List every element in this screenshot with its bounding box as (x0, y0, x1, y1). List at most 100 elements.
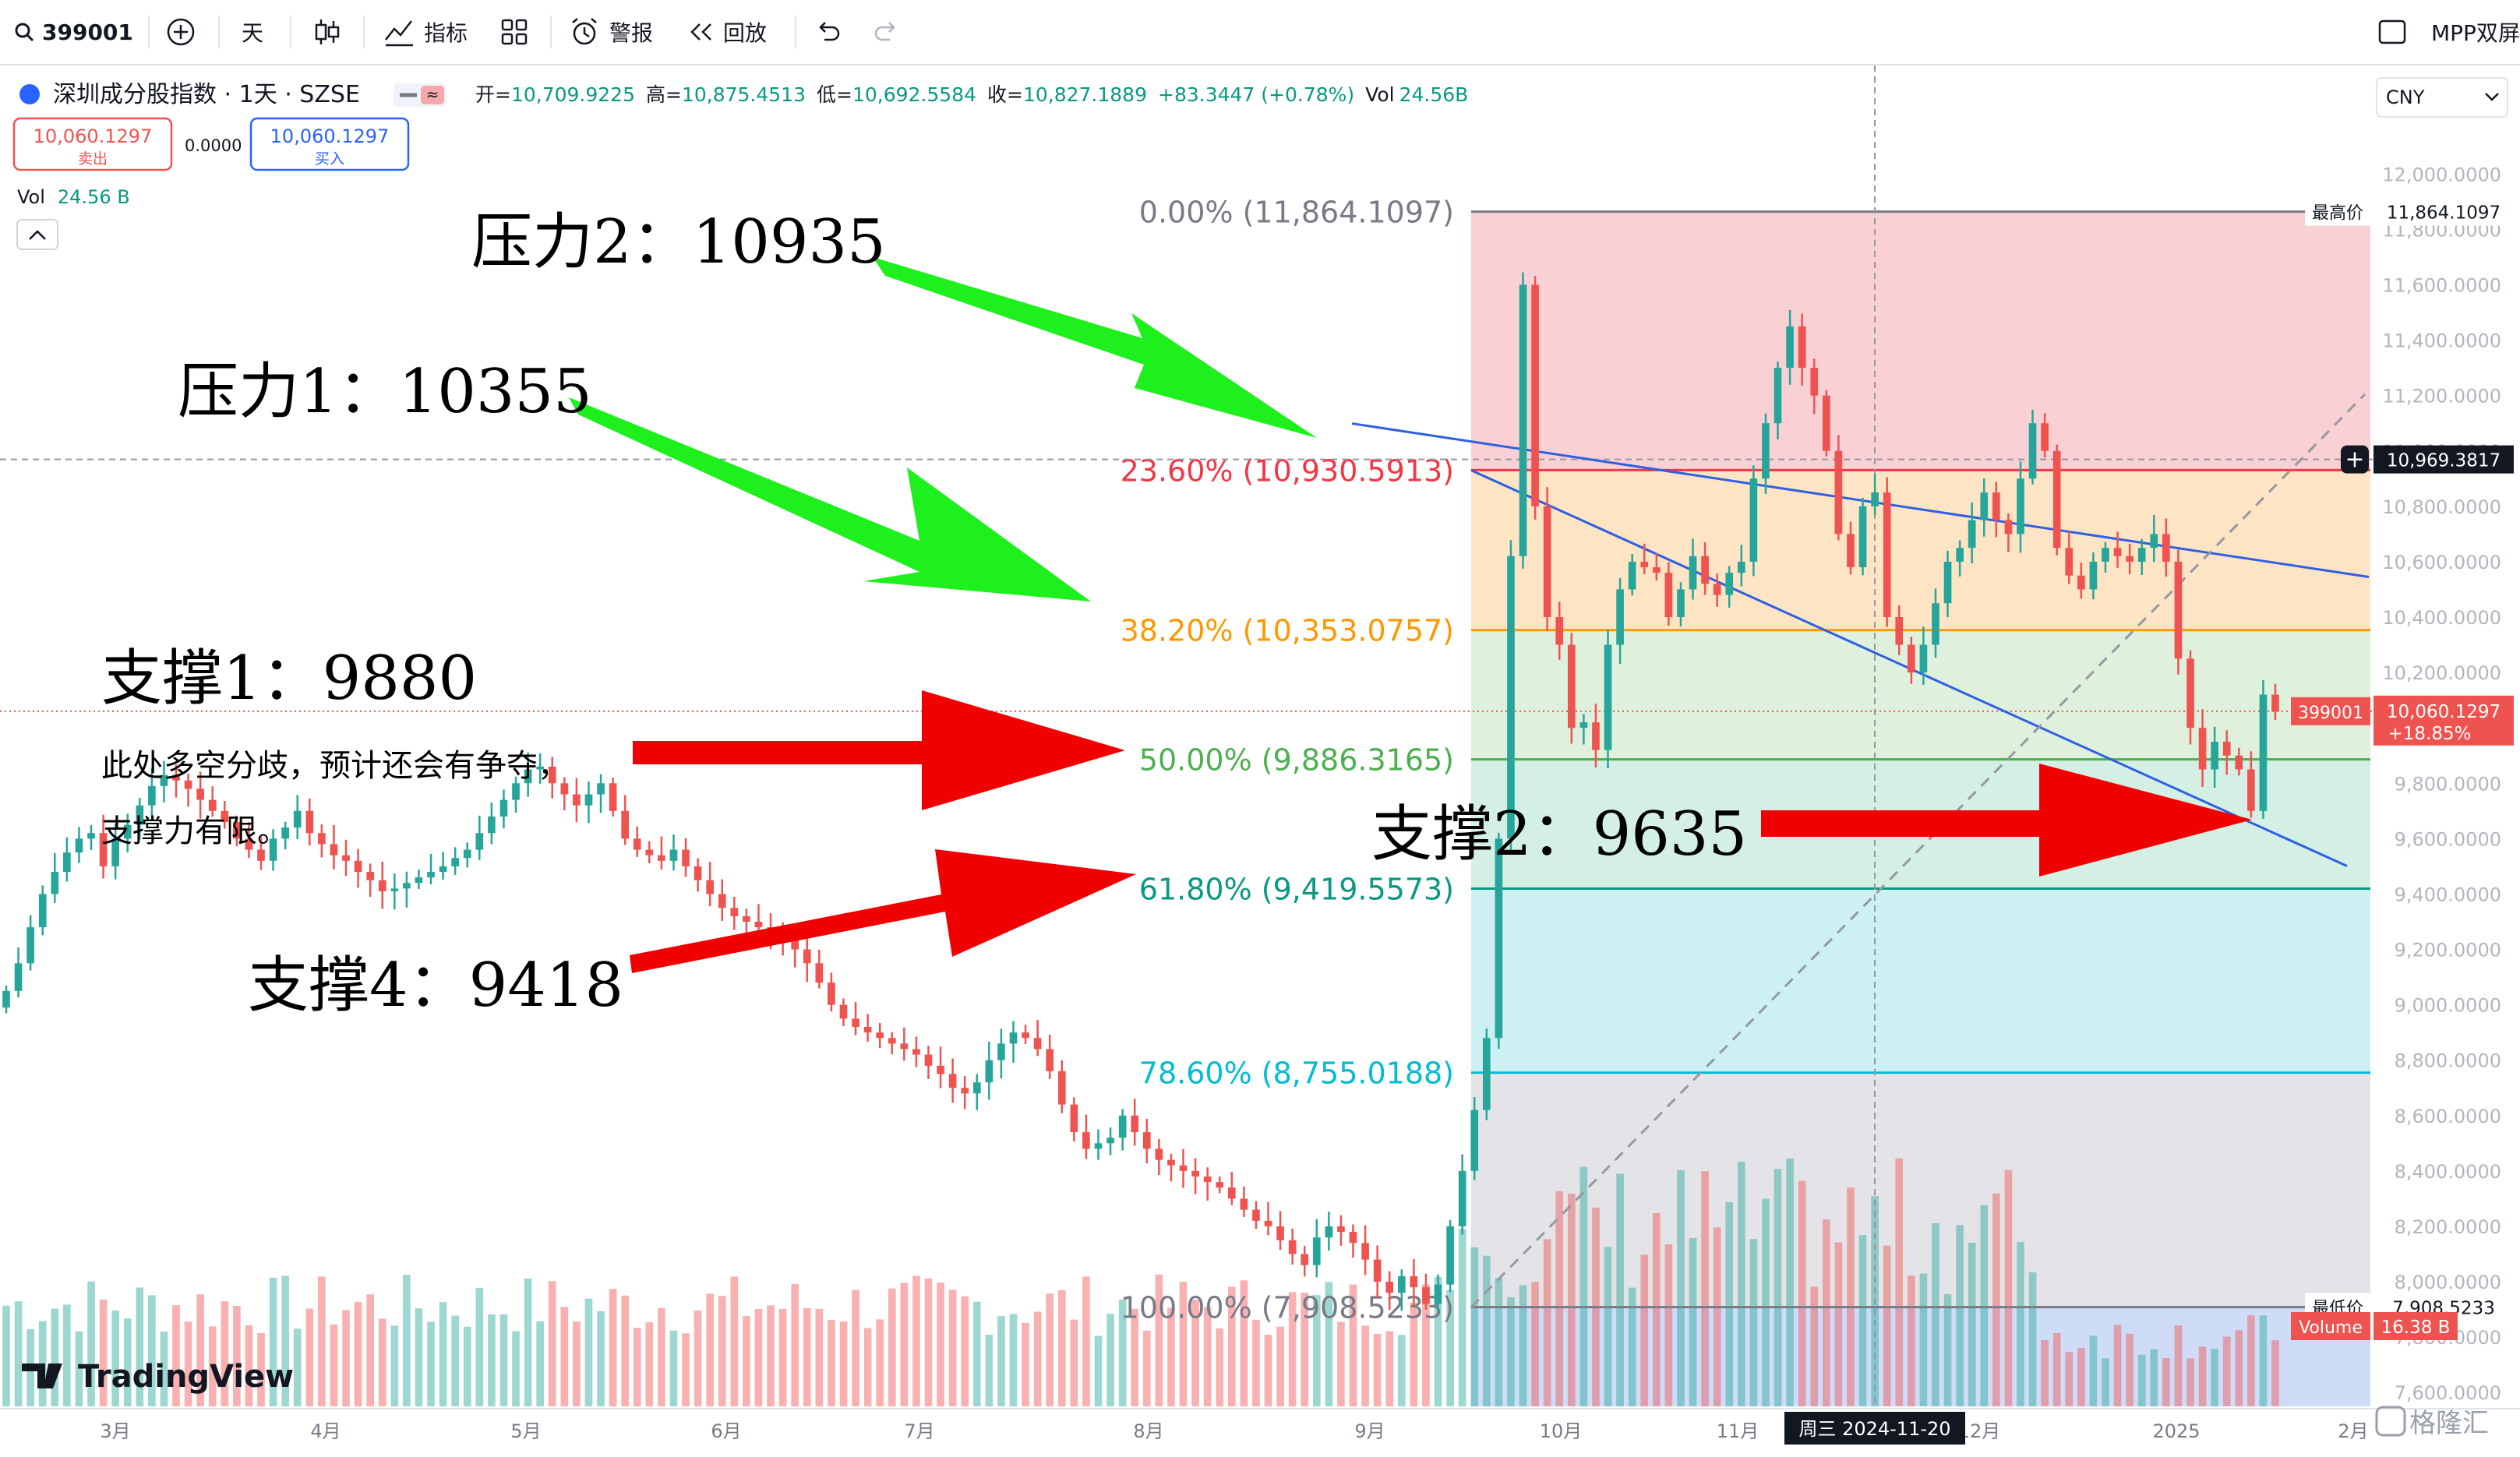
toolbar-divider (363, 16, 365, 48)
candle-body (924, 1054, 933, 1066)
volume-bar (1022, 1322, 1029, 1406)
volume-bar (839, 1321, 848, 1406)
candle-body (597, 783, 605, 795)
sell-button[interactable] (12, 117, 173, 171)
candle-body (876, 1032, 884, 1039)
buy-label: 买入 (315, 150, 344, 168)
replay-label: 回放 (723, 20, 768, 46)
symbol-search[interactable]: 399001 (14, 0, 133, 64)
candle-body (1640, 561, 1649, 568)
candle-body (1397, 1275, 1406, 1293)
volume-bar (985, 1335, 994, 1406)
volume-bar (366, 1294, 374, 1406)
candle-body (1434, 1284, 1442, 1304)
candle-body (2102, 548, 2109, 562)
candle-body (318, 833, 326, 845)
grid-icon (501, 19, 528, 45)
candle-body (63, 852, 71, 873)
interval-button[interactable]: 天 (242, 0, 263, 64)
ohlc-row: 开=10,709.9225 高=10,875.4513 低=10,692.5584 收… (475, 83, 1468, 106)
replay-button[interactable]: 回放 (686, 0, 767, 64)
y-tick-label: 8,400.0000 (2395, 1161, 2501, 1183)
candle-body (2004, 520, 2013, 534)
plus-icon: + (2345, 446, 2364, 474)
volume-bar (573, 1321, 581, 1406)
volume-bar (403, 1275, 411, 1406)
volume-bar (160, 1331, 168, 1406)
x-tick-label: 7月 (904, 1420, 934, 1442)
volume-bar (2, 1305, 10, 1406)
volume-bar (184, 1321, 192, 1406)
redo-button[interactable] (871, 0, 910, 64)
collapse-legend-button[interactable] (16, 219, 58, 250)
candle-body (536, 766, 545, 770)
add-alert-button (2341, 445, 2369, 474)
price-chart[interactable]: 0.00% (11,864.1097)23.60% (10,930.5913)3… (0, 65, 2520, 1457)
candle-body (1908, 644, 1915, 673)
alert-button[interactable]: 警报 (569, 0, 653, 64)
candle-body (499, 799, 508, 817)
candle-body (1337, 1226, 1345, 1233)
candle-body (87, 833, 95, 839)
candle-body (1203, 1176, 1212, 1183)
candle-body (403, 883, 411, 889)
candle-body (1616, 589, 1624, 645)
candle-body (1276, 1226, 1284, 1240)
volume-bar (2089, 1335, 2098, 1406)
volume-bar (1288, 1292, 1297, 1406)
volume-bar (1810, 1286, 1819, 1406)
candle-body (912, 1049, 920, 1055)
candle-body (633, 838, 641, 850)
candle-body (584, 794, 593, 806)
y-tick-label: 9,200.0000 (2395, 940, 2501, 961)
volume-bar (463, 1326, 471, 1406)
support1-label: 支撑1：9880 (101, 644, 478, 714)
volume-bar (1507, 1296, 1515, 1406)
volume-bar (1834, 1242, 1843, 1406)
buy-button[interactable] (249, 117, 410, 171)
y-tick-label: 8,600.0000 (2395, 1106, 2501, 1127)
trend-line (1470, 393, 2366, 1308)
candle-body (2211, 741, 2218, 770)
volume-bar (1567, 1194, 1576, 1406)
candle-body (439, 866, 447, 873)
candle-body (2017, 478, 2024, 534)
compare-button[interactable] (165, 0, 204, 64)
volume-bar (208, 1326, 217, 1406)
volume-bar (1519, 1285, 1527, 1406)
volume-bar (948, 1289, 957, 1406)
x-tick-label: 2月 (2338, 1420, 2368, 1442)
candle-body (548, 766, 556, 784)
candle-body (2113, 548, 2122, 556)
candle-body (1482, 1038, 1491, 1110)
chart-type-button[interactable] (312, 0, 351, 64)
volume-bar (2162, 1358, 2170, 1406)
volume-bar (718, 1296, 726, 1406)
volume-bar (451, 1315, 459, 1406)
candle-body (1458, 1170, 1466, 1226)
candle-body (245, 838, 253, 850)
volume-bar (694, 1311, 702, 1406)
x-tick-label: 11月 (1717, 1420, 1759, 1442)
templates-button[interactable] (499, 0, 538, 64)
volume-bar (1252, 1319, 1260, 1406)
indicators-button[interactable]: 指标 (383, 0, 468, 64)
candle-body (99, 833, 108, 866)
volume-bar (828, 1319, 835, 1406)
dual-screen-toggle[interactable]: MPP双屏 (2377, 0, 2520, 64)
candle-body (803, 949, 811, 964)
volume-bar (1737, 1161, 1745, 1406)
volume-bars (2, 1158, 2279, 1406)
volume-bar (1337, 1321, 1345, 1406)
volume-bar (2041, 1339, 2049, 1406)
currency-select[interactable] (2376, 77, 2508, 118)
candle-body (2198, 728, 2207, 770)
volume-bar (1142, 1330, 1151, 1406)
undo-button[interactable] (812, 0, 851, 64)
candle-body (38, 894, 47, 928)
volume-bar (2271, 1340, 2279, 1406)
y-tick-label: 11,600.0000 (2382, 274, 2501, 296)
candle-body (754, 921, 763, 928)
candle-body (75, 838, 83, 853)
